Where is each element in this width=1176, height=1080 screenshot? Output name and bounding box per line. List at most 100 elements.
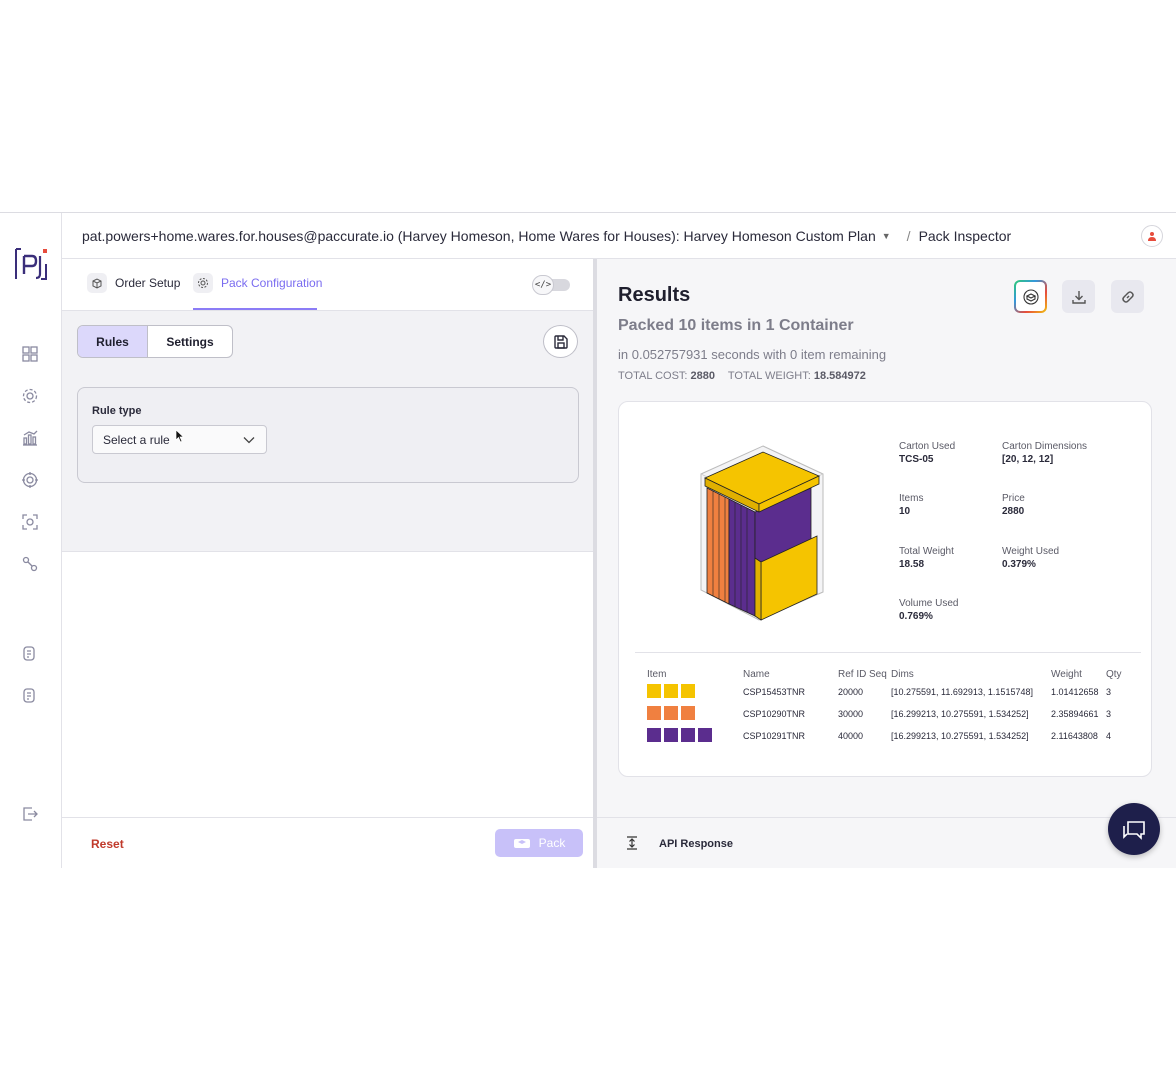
stat-carton-dimensions: Carton Dimensions [20, 12, 12] bbox=[1002, 441, 1088, 465]
item-dims: [16.299213, 10.275591, 1.534252] bbox=[891, 731, 1029, 741]
col-header-dims: Dims bbox=[891, 669, 914, 680]
item-weight: 2.11643808 bbox=[1051, 731, 1098, 741]
item-name: CSP10290TNR bbox=[743, 709, 806, 719]
item-qty: 3 bbox=[1106, 687, 1112, 697]
chat-icon bbox=[1123, 821, 1145, 840]
pack-button[interactable]: Pack bbox=[495, 829, 583, 857]
item-weight: 2.35894661 bbox=[1051, 709, 1099, 719]
stat-total-weight: Total Weight 18.58 bbox=[899, 546, 954, 570]
col-header-qty: Qty bbox=[1106, 669, 1122, 680]
rules-settings-segmented-control: Rules Settings bbox=[77, 325, 233, 358]
mouse-cursor-icon bbox=[175, 429, 185, 443]
col-header-seq: Seq bbox=[869, 669, 887, 680]
col-header-name: Name bbox=[743, 669, 770, 680]
results-title: Results bbox=[618, 284, 691, 306]
item-color-swatch bbox=[698, 728, 712, 742]
col-header-ref-id: Ref ID bbox=[838, 669, 867, 680]
account-plan-selector[interactable]: pat.powers+home.wares.for.houses@paccura… bbox=[82, 227, 876, 244]
gear-icon[interactable] bbox=[20, 386, 40, 406]
code-icon: </> bbox=[532, 275, 554, 295]
visualize-button[interactable] bbox=[1014, 280, 1047, 313]
total-cost-value: 2880 bbox=[690, 370, 716, 382]
scan-icon[interactable] bbox=[20, 512, 40, 532]
item-ref-id: 20000 bbox=[838, 687, 864, 697]
table-row[interactable]: CSP10291TNR 40000 [16.299213, 10.275591,… bbox=[635, 728, 1141, 746]
orange-item-stack bbox=[706, 487, 730, 605]
segment-rules[interactable]: Rules bbox=[78, 326, 148, 357]
breadcrumb-separator: / bbox=[906, 227, 911, 244]
item-color-swatch bbox=[647, 728, 661, 742]
share-link-button[interactable] bbox=[1111, 280, 1144, 313]
table-row[interactable]: CSP10290TNR 30000 [16.299213, 10.275591,… bbox=[635, 706, 1141, 724]
item-color-swatch bbox=[681, 684, 695, 698]
item-qty: 4 bbox=[1106, 731, 1112, 741]
item-name: CSP15453TNR bbox=[743, 687, 806, 697]
api-response-toggle[interactable]: API Response bbox=[659, 838, 733, 850]
item-name: CSP10291TNR bbox=[743, 731, 806, 741]
results-totals: TOTAL COST: 2880 TOTAL WEIGHT: 18.584972 bbox=[618, 370, 876, 382]
packed-container-3d-view[interactable] bbox=[699, 444, 829, 624]
rule-type-label: Rule type bbox=[92, 405, 142, 417]
item-weight: 1.01412658 bbox=[1051, 687, 1099, 697]
stat-price: Price 2880 bbox=[1002, 493, 1025, 517]
target-icon[interactable] bbox=[20, 470, 40, 490]
pack-icon bbox=[513, 839, 530, 848]
tab-label: Order Setup bbox=[115, 276, 181, 290]
item-dims: [10.275591, 11.692913, 1.1515748] bbox=[891, 687, 1033, 697]
paccurate-logo[interactable] bbox=[13, 246, 49, 282]
save-config-button[interactable] bbox=[543, 325, 578, 358]
item-swatches bbox=[647, 684, 695, 698]
reset-button[interactable]: Reset bbox=[91, 837, 124, 851]
3d-box-icon bbox=[1022, 288, 1039, 305]
col-header-weight: Weight bbox=[1051, 669, 1082, 680]
config-footer: Reset Pack bbox=[62, 817, 593, 868]
active-tab-indicator bbox=[193, 308, 317, 310]
segment-settings[interactable]: Settings bbox=[166, 334, 214, 349]
tab-order-setup[interactable]: Order Setup bbox=[87, 273, 180, 293]
item-swatches bbox=[647, 706, 695, 720]
download-icon bbox=[1071, 290, 1086, 304]
dashboard-grid-icon[interactable] bbox=[20, 344, 40, 364]
expand-icon[interactable] bbox=[626, 836, 638, 850]
topbar: pat.powers+home.wares.for.houses@paccura… bbox=[62, 213, 1176, 259]
results-time: in 0.052757931 seconds with 0 item remai… bbox=[618, 347, 887, 362]
rule-type-value: Select a rule bbox=[103, 432, 170, 447]
total-weight-label: TOTAL WEIGHT: bbox=[727, 370, 811, 382]
analytics-chart-icon[interactable] bbox=[20, 428, 40, 448]
stat-items: Items 10 bbox=[899, 493, 924, 517]
user-avatar-button[interactable] bbox=[1141, 225, 1163, 247]
rules-config-area: Rules Settings Rule type Select a rule bbox=[62, 311, 593, 552]
results-summary: Packed 10 items in 1 Container bbox=[618, 317, 854, 334]
config-tabs: Order Setup Pack Configuration </> bbox=[62, 259, 593, 311]
result-card: Carton Used TCS-05 Carton Dimensions [20, … bbox=[618, 401, 1152, 777]
code-view-toggle[interactable]: </> bbox=[532, 275, 570, 295]
sidebar bbox=[0, 213, 62, 868]
chevron-down-icon bbox=[243, 437, 255, 444]
integrations-icon[interactable] bbox=[20, 554, 40, 574]
panel-divider[interactable] bbox=[593, 259, 597, 868]
results-footer: API Response bbox=[597, 817, 1176, 868]
item-swatches bbox=[647, 728, 712, 742]
docs-icon[interactable] bbox=[20, 644, 40, 664]
items-table: Item Name Ref ID Seq Dims Weight Qty CSP… bbox=[635, 652, 1141, 742]
item-color-swatch bbox=[681, 728, 695, 742]
item-color-swatch bbox=[647, 706, 661, 720]
logout-icon[interactable] bbox=[20, 804, 40, 824]
item-dims: [16.299213, 10.275591, 1.534252] bbox=[891, 709, 1029, 719]
pack-label: Pack bbox=[538, 836, 566, 850]
app-window: pat.powers+home.wares.for.houses@paccura… bbox=[0, 212, 1176, 868]
item-ref-id: 30000 bbox=[838, 709, 864, 719]
chat-support-button[interactable] bbox=[1108, 803, 1160, 855]
purple-item-stack bbox=[728, 498, 756, 617]
docs-alt-icon[interactable] bbox=[20, 686, 40, 706]
download-button[interactable] bbox=[1062, 280, 1095, 313]
link-icon bbox=[1121, 290, 1134, 303]
table-row[interactable]: CSP15453TNR 20000 [10.275591, 11.692913,… bbox=[635, 684, 1141, 702]
rule-card: Rule type Select a rule bbox=[77, 387, 579, 483]
stat-volume-used: Volume Used 0.769% bbox=[899, 598, 959, 622]
tab-pack-configuration[interactable]: Pack Configuration bbox=[193, 273, 322, 293]
total-weight-value: 18.584972 bbox=[813, 370, 866, 382]
chevron-down-icon[interactable]: ▼ bbox=[881, 230, 891, 241]
save-icon bbox=[553, 334, 568, 349]
total-cost-label: TOTAL COST: bbox=[618, 370, 688, 382]
